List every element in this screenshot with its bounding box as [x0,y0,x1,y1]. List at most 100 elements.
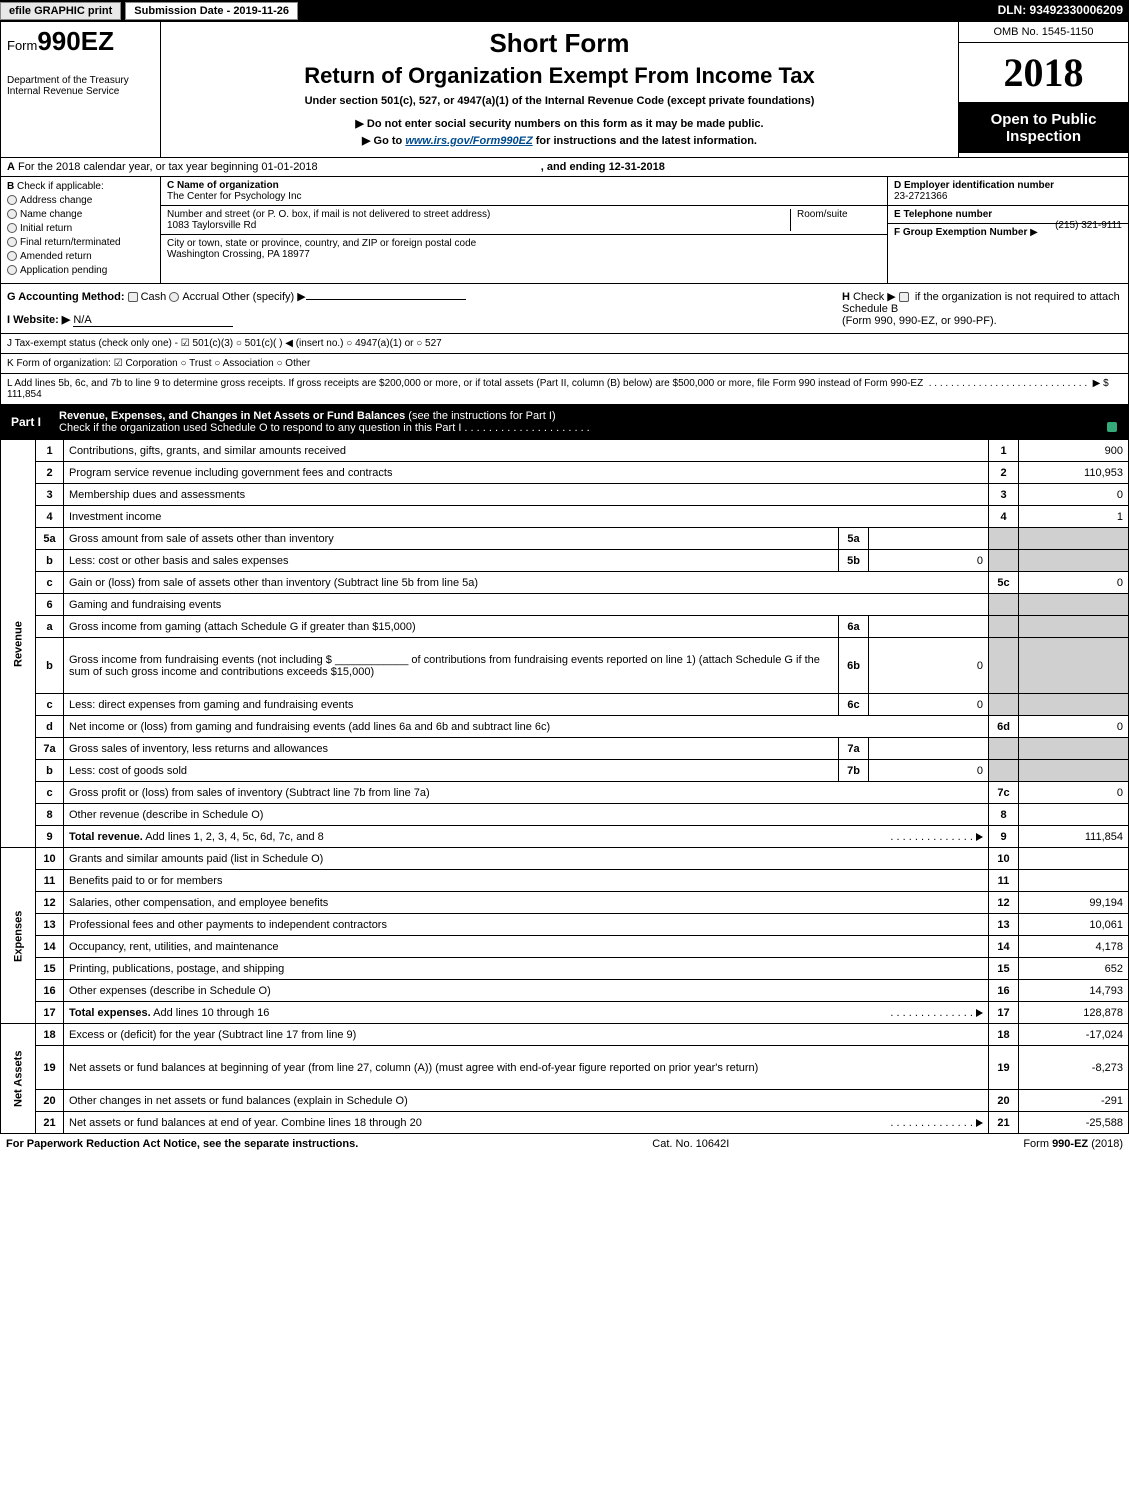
H-checkbox[interactable] [899,292,909,302]
table-row: 19Net assets or fund balances at beginni… [1,1046,1129,1090]
B-label: B [7,181,14,192]
line-result-number: 18 [989,1024,1019,1046]
part1-label: Part I [1,411,51,433]
form-prefix: Form [7,38,37,53]
footer-left: For Paperwork Reduction Act Notice, see … [6,1138,358,1150]
line-desc: Gross income from gaming (attach Schedul… [64,616,839,638]
line-desc: Gross profit or (loss) from sales of inv… [64,782,989,804]
sub-line-number: 7b [839,760,869,782]
G-label: G Accounting Method: [7,291,125,303]
line-result-value [1019,550,1129,572]
line-number: c [36,694,64,716]
table-row: 14Occupancy, rent, utilities, and mainte… [1,936,1129,958]
D-label: D Employer identification number [894,180,1054,191]
line-result-number [989,738,1019,760]
line-number: c [36,782,64,804]
line-desc: Investment income [64,506,989,528]
line-desc: Gain or (loss) from sale of assets other… [64,572,989,594]
C-city-value: Washington Crossing, PA 18977 [167,249,881,260]
efile-print-button[interactable]: efile GRAPHIC print [0,2,121,20]
form-number: Form990EZ [7,26,154,57]
line-result-number: 14 [989,936,1019,958]
chk-address-change[interactable]: Address change [7,195,154,206]
line-number: 19 [36,1046,64,1090]
chk-name-change[interactable]: Name change [7,209,154,220]
table-row: 8Other revenue (describe in Schedule O)8 [1,804,1129,826]
I-label: I Website: ▶ [7,314,70,326]
part1-schedule-o-checkbox[interactable] [1107,422,1117,432]
C-city-label: City or town, state or province, country… [167,238,881,249]
chk-cash[interactable] [128,292,138,302]
line-number: b [36,638,64,694]
table-row: 16Other expenses (describe in Schedule O… [1,980,1129,1002]
line-result-value [1019,870,1129,892]
line-result-number: 9 [989,826,1019,848]
line-result-value: 99,194 [1019,892,1129,914]
H-block: H Check ▶ if the organization is not req… [842,290,1122,327]
chk-app-pending[interactable]: Application pending [7,265,154,276]
F-arrow: ▶ [1030,227,1038,238]
line-number: a [36,616,64,638]
ssn-notice: ▶ Do not enter social security numbers o… [171,117,948,130]
line-number: 21 [36,1112,64,1134]
line-result-number: 4 [989,506,1019,528]
line-result-value [1019,594,1129,616]
open-to-public: Open to Public Inspection [959,103,1128,153]
part1-title-rest: (see the instructions for Part I) [405,410,555,422]
line-number: 15 [36,958,64,980]
sub-line-value: 0 [869,760,989,782]
chk-accrual[interactable] [169,292,179,302]
line-result-number [989,694,1019,716]
table-row: 3Membership dues and assessments30 [1,484,1129,506]
line-result-value [1019,528,1129,550]
table-row: 17Total expenses. Add lines 10 through 1… [1,1002,1129,1024]
chk-initial-return[interactable]: Initial return [7,223,154,234]
line-number: 5a [36,528,64,550]
section-BCDEF: B Check if applicable: Address change Na… [0,177,1129,284]
line-result-number: 6d [989,716,1019,738]
section-GHI: G Accounting Method: Cash Accrual Other … [0,284,1129,334]
line-desc: Occupancy, rent, utilities, and maintena… [64,936,989,958]
irs-link[interactable]: www.irs.gov/Form990EZ [405,135,532,147]
line-desc: Contributions, gifts, grants, and simila… [64,440,989,462]
line-number: 1 [36,440,64,462]
line-desc: Professional fees and other payments to … [64,914,989,936]
chk-name-change-label: Name change [20,209,82,220]
line-desc: Gross income from fundraising events (no… [64,638,839,694]
C-street-label: Number and street (or P. O. box, if mail… [167,209,784,220]
line-result-value: 900 [1019,440,1129,462]
sub-line-value: 0 [869,638,989,694]
line-number: 2 [36,462,64,484]
line-result-number [989,616,1019,638]
line-result-number [989,638,1019,694]
line-result-number [989,550,1019,572]
line-result-value: 110,953 [1019,462,1129,484]
line-result-value [1019,760,1129,782]
line-desc: Less: cost of goods sold [64,760,839,782]
table-row: 6Gaming and fundraising events [1,594,1129,616]
line-result-number: 1 [989,440,1019,462]
under-section-text: Under section 501(c), 527, or 4947(a)(1)… [171,95,948,107]
topbar-left: efile GRAPHIC print Submission Date - 20… [0,0,298,22]
line-number: 20 [36,1090,64,1112]
line-number: d [36,716,64,738]
line-result-value: 14,793 [1019,980,1129,1002]
C-room-label: Room/suite [791,209,881,231]
chk-amended[interactable]: Amended return [7,251,154,262]
goto-suffix: for instructions and the latest informat… [533,135,757,147]
table-row: Revenue1Contributions, gifts, grants, an… [1,440,1129,462]
table-row: dNet income or (loss) from gaming and fu… [1,716,1129,738]
line-result-value: 10,061 [1019,914,1129,936]
D-value: 23-2721366 [894,191,947,202]
table-row: 4Investment income41 [1,506,1129,528]
chk-initial-return-label: Initial return [20,223,72,234]
table-row: bGross income from fundraising events (n… [1,638,1129,694]
section-vlabel: Revenue [1,440,36,848]
chk-final-return-label: Final return/terminated [20,237,121,248]
sub-line-number: 7a [839,738,869,760]
line-desc: Less: cost or other basis and sales expe… [64,550,839,572]
footer-mid: Cat. No. 10642I [652,1138,729,1150]
table-row: aGross income from gaming (attach Schedu… [1,616,1129,638]
chk-final-return[interactable]: Final return/terminated [7,237,154,248]
sub-line-number: 6b [839,638,869,694]
